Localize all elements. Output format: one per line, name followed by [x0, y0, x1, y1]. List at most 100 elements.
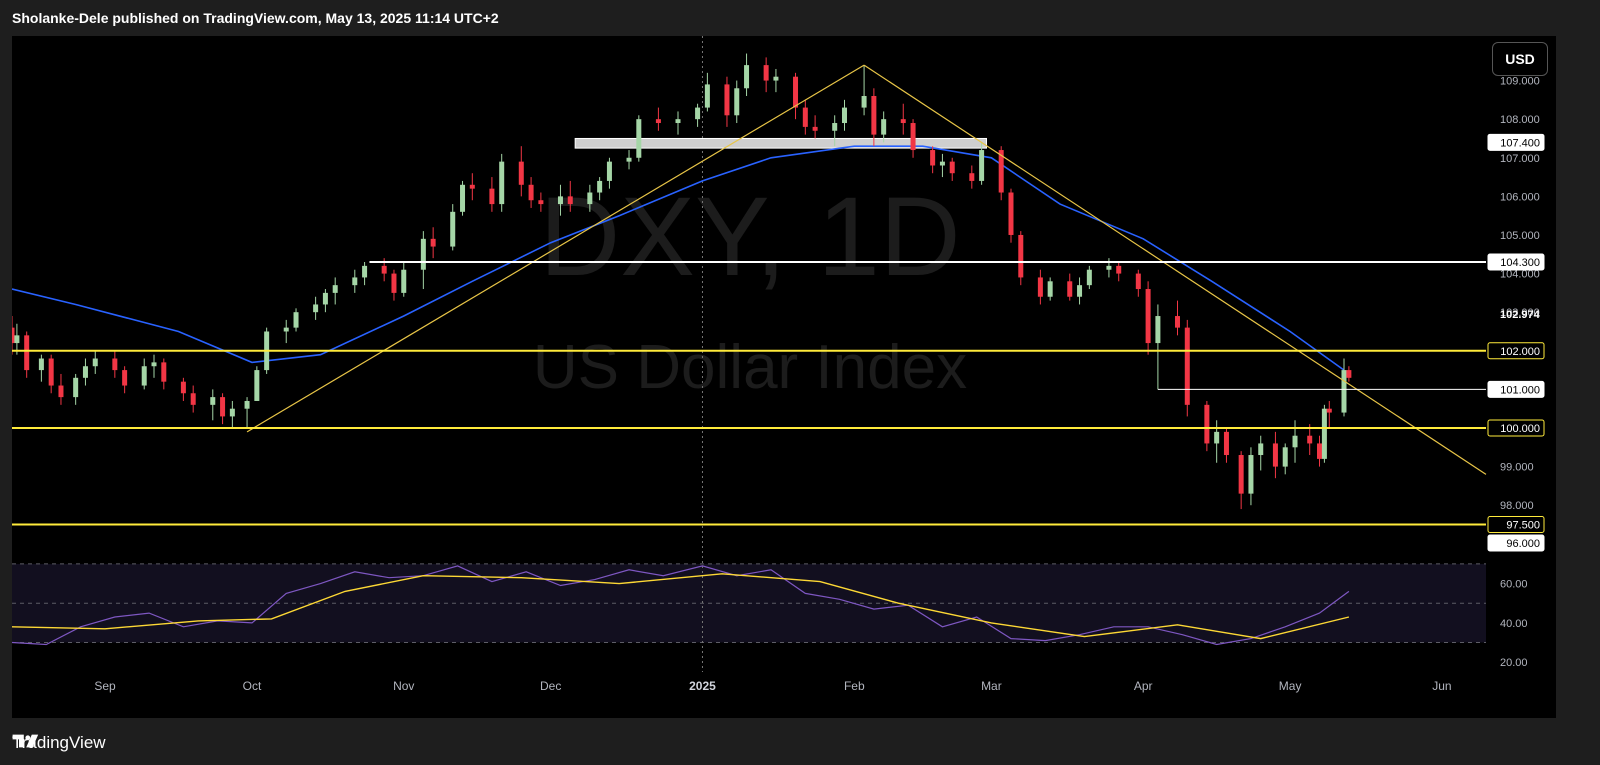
currency-button[interactable]: USD	[1492, 42, 1548, 76]
candle-body	[832, 123, 838, 131]
time-tick-label: 2025	[689, 679, 716, 693]
candle-body	[283, 327, 289, 332]
price-tick-label: 99.000	[1500, 462, 1534, 474]
candle-body	[724, 84, 730, 116]
time-tick-label: Oct	[243, 679, 262, 693]
price-tag-label: 102.000	[1500, 346, 1540, 358]
candle-body	[871, 96, 877, 135]
candle-body	[1008, 192, 1014, 235]
candle-body	[773, 76, 779, 81]
time-tick-label: Sep	[94, 679, 116, 693]
candle-body	[1077, 285, 1083, 297]
candle-body	[538, 200, 544, 205]
time-tick-label: Jun	[1432, 679, 1451, 693]
candle-body	[229, 408, 235, 417]
time-tick-label: Nov	[393, 679, 414, 693]
candle-body	[793, 76, 799, 108]
price-tag-box	[1487, 419, 1545, 437]
time-tick-label: Mar	[981, 679, 1002, 693]
watermark-name: US Dollar Index	[533, 333, 967, 402]
candle-body	[900, 119, 906, 124]
price-tag-label: 100.000	[1500, 423, 1540, 435]
candle-body	[82, 366, 88, 378]
oscillator-tick-label: 40.00	[1500, 618, 1528, 630]
candle-body	[352, 277, 358, 286]
candle-body	[1106, 265, 1112, 270]
candle-body	[567, 196, 573, 205]
candle-body	[1018, 234, 1024, 278]
candle-body	[151, 362, 157, 367]
price-tag-box	[1487, 380, 1545, 398]
candle-body	[322, 292, 328, 305]
candle-body	[1214, 431, 1220, 444]
candle-body	[606, 161, 612, 181]
candle-body	[1248, 455, 1254, 494]
candle-body	[1086, 269, 1092, 286]
footer-brand[interactable]: TradingView	[12, 733, 106, 753]
candle-body	[597, 180, 603, 193]
candle-body	[802, 107, 808, 127]
candle-body	[1292, 435, 1298, 448]
candle-body	[293, 312, 299, 328]
candle-body	[1135, 273, 1141, 290]
candle-body	[1346, 370, 1352, 378]
candle-body	[949, 161, 955, 174]
candle-body	[244, 400, 250, 409]
price-tick-label: 106.000	[1500, 191, 1540, 203]
candle-body	[626, 157, 632, 162]
candle-body	[73, 377, 79, 398]
oscillator-tick-label: 60.00	[1500, 579, 1528, 591]
publisher-header: Sholanke-Dele published on TradingView.c…	[12, 10, 499, 26]
candle-body	[518, 161, 524, 185]
candle-body	[734, 88, 740, 116]
candle-body	[401, 269, 407, 293]
candle-body	[420, 238, 426, 270]
candle-body	[1116, 265, 1122, 274]
candle-body	[450, 211, 456, 247]
price-tag-box	[1487, 133, 1545, 151]
candle-body	[381, 265, 387, 274]
candle-body	[254, 370, 260, 401]
candle-body	[636, 119, 642, 158]
candle-body	[92, 358, 98, 367]
candle-body	[1223, 431, 1229, 456]
candle-body	[1307, 435, 1313, 444]
candle-body	[210, 397, 216, 405]
candle-body	[1341, 370, 1347, 413]
candle-body	[881, 119, 887, 135]
candle-body	[744, 65, 750, 89]
tradingview-logo-icon	[12, 734, 39, 748]
candle-body	[695, 107, 701, 120]
candle-body	[1067, 281, 1073, 297]
candle-body	[499, 161, 505, 205]
oscillator-signal-line	[11, 573, 1350, 640]
resistance-zone	[574, 137, 988, 149]
candle-body	[1272, 443, 1278, 467]
trendline	[863, 64, 1487, 475]
candle-body	[1326, 408, 1332, 413]
candle-body	[1317, 443, 1323, 459]
candle-body	[655, 119, 661, 124]
candle-body	[998, 150, 1004, 193]
candle-body	[1258, 443, 1264, 456]
price-tick-label: 109.000	[1500, 76, 1540, 88]
time-tick-label: May	[1279, 679, 1302, 693]
candle-body	[122, 370, 128, 386]
moving-average-line	[12, 145, 1345, 371]
candle-body	[12, 327, 15, 344]
price-tick-label: 107.000	[1500, 153, 1540, 165]
price-tag-box	[1487, 342, 1545, 360]
price-tick-label: 105.000	[1500, 230, 1540, 242]
candle-body	[1155, 316, 1161, 344]
candle-body	[313, 304, 319, 313]
trendline	[246, 64, 865, 433]
watermark-symbol: DXY, 1D	[539, 174, 960, 299]
price-tag-label: 97.500	[1506, 520, 1540, 532]
candle-body	[704, 84, 710, 108]
candle-body	[38, 358, 44, 371]
current-price-label: 102.974	[1500, 309, 1541, 321]
candle-body	[528, 184, 534, 201]
candle-body	[112, 358, 118, 371]
price-tag-label: 96.000	[1506, 538, 1540, 550]
